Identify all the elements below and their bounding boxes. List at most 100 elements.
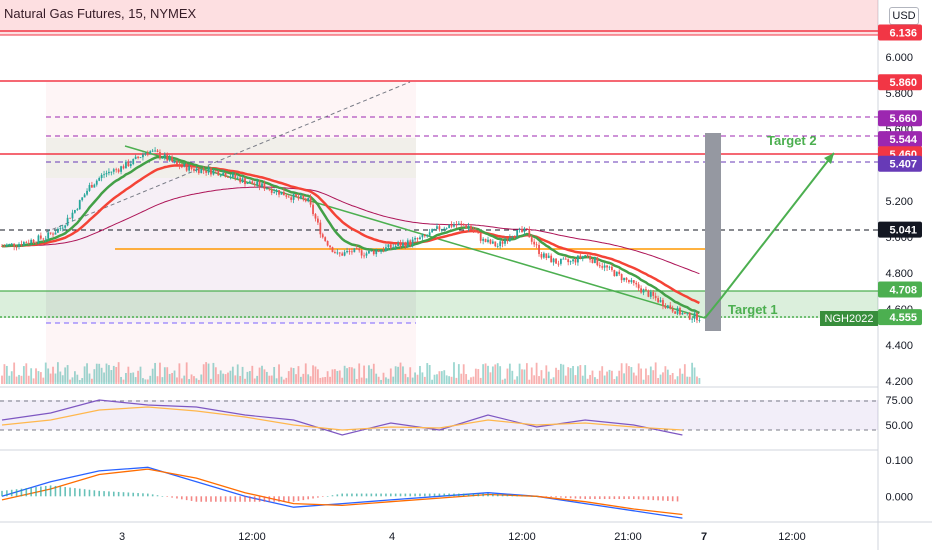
candle-body xyxy=(144,153,147,155)
candle-body xyxy=(628,279,630,283)
chart-title: Natural Gas Futures, 15, NYMEX xyxy=(4,6,197,21)
volume-bar xyxy=(642,379,645,384)
candle-body xyxy=(61,227,64,229)
volume-bar xyxy=(56,362,59,384)
candle-body xyxy=(659,300,662,303)
candle-body xyxy=(397,243,399,246)
candle-body xyxy=(212,170,215,175)
candle-body xyxy=(632,280,635,283)
candle-body xyxy=(550,255,553,263)
volume-bar xyxy=(615,376,618,384)
candle-body xyxy=(611,266,613,271)
candle-body xyxy=(676,307,679,314)
candle-body xyxy=(552,258,555,263)
candle-body xyxy=(37,235,40,243)
candle-body xyxy=(210,168,212,175)
volume-bar xyxy=(404,373,407,384)
macd-hist-bar xyxy=(657,496,659,501)
price-axis[interactable]: 6.0005.8005.6005.4005.2005.0004.8004.600… xyxy=(885,52,913,388)
target-1-label: Target 1 xyxy=(728,302,778,317)
volume-bar xyxy=(290,367,293,384)
candle-body xyxy=(112,169,115,172)
candle-body xyxy=(496,246,499,247)
candle-body xyxy=(433,228,436,230)
macd-hist-bar xyxy=(142,493,144,497)
volume-bar xyxy=(467,379,470,384)
volume-bar xyxy=(282,379,285,384)
volume-bar xyxy=(319,377,322,384)
time-axis[interactable]: 3 12:00 4 12:00 21:00 7 12:00 xyxy=(119,531,806,543)
volume-bar xyxy=(409,367,412,384)
volume-bar xyxy=(462,364,465,384)
candles xyxy=(1,147,701,324)
trend-line[interactable] xyxy=(124,145,706,319)
macd-hist-bar xyxy=(219,496,222,502)
volume-bar xyxy=(134,377,137,384)
macd-hist-bar xyxy=(419,493,421,497)
candle-body xyxy=(491,241,494,244)
macd-hist-bar xyxy=(380,493,382,497)
volume-bar xyxy=(159,362,161,384)
currency-badge[interactable]: USD xyxy=(889,7,919,25)
support-zone xyxy=(0,291,878,318)
trend-line[interactable] xyxy=(45,81,411,233)
projection-arrow[interactable] xyxy=(704,152,835,319)
volume-bar xyxy=(227,372,229,384)
volume-bar xyxy=(598,370,601,384)
candle-body xyxy=(239,177,242,183)
volume-bar xyxy=(608,369,611,384)
candle-body xyxy=(261,183,263,187)
volume-bar xyxy=(647,375,650,384)
candle-body xyxy=(601,266,604,268)
candle-body xyxy=(574,259,577,263)
candle-body xyxy=(329,245,331,248)
candle-body xyxy=(59,228,62,230)
volume-bar xyxy=(370,368,373,384)
volume-bar xyxy=(280,376,283,384)
volume-bar xyxy=(487,365,489,384)
macd-line xyxy=(1,466,683,519)
volume-bar xyxy=(183,375,186,384)
volume-bar xyxy=(234,375,237,384)
candle-body xyxy=(341,253,344,256)
macd-hist-bar xyxy=(535,496,538,497)
candle-body xyxy=(290,197,293,200)
candle-body xyxy=(589,255,591,260)
volume-bar xyxy=(64,367,67,384)
volume-bar xyxy=(530,367,533,384)
macd-line xyxy=(1,468,683,516)
candle-body xyxy=(343,252,346,256)
macd-hist-bar xyxy=(69,487,71,497)
candle-body xyxy=(669,305,672,309)
macd-hist-bar xyxy=(317,496,319,498)
volume-bar xyxy=(324,377,327,384)
candle-body xyxy=(387,244,390,248)
volume-bar xyxy=(489,372,492,384)
candle-body xyxy=(127,161,130,167)
volume-bar xyxy=(59,371,62,384)
volume-bar xyxy=(295,374,297,384)
volume-bar xyxy=(351,367,353,384)
candle-body xyxy=(404,242,407,248)
candle-body xyxy=(523,228,526,232)
candle-body xyxy=(69,217,71,219)
candle-body xyxy=(299,195,302,199)
macd-hist-bar xyxy=(321,496,324,497)
volume-bar xyxy=(586,378,589,384)
candle-body xyxy=(331,247,334,253)
volume-bar xyxy=(285,377,288,384)
candle-body xyxy=(620,274,623,281)
volume-bar xyxy=(326,371,329,384)
macd-hist-bar xyxy=(59,486,62,497)
candle-body xyxy=(229,177,232,178)
volume-bar xyxy=(611,370,613,384)
candle-body xyxy=(445,228,448,229)
volume-bar xyxy=(545,365,548,384)
candle-body xyxy=(287,196,290,198)
volume-bar xyxy=(380,379,382,384)
volume-bar xyxy=(348,367,351,384)
candle-body xyxy=(353,248,356,253)
volume-bar xyxy=(474,368,477,384)
candle-body xyxy=(406,240,409,248)
